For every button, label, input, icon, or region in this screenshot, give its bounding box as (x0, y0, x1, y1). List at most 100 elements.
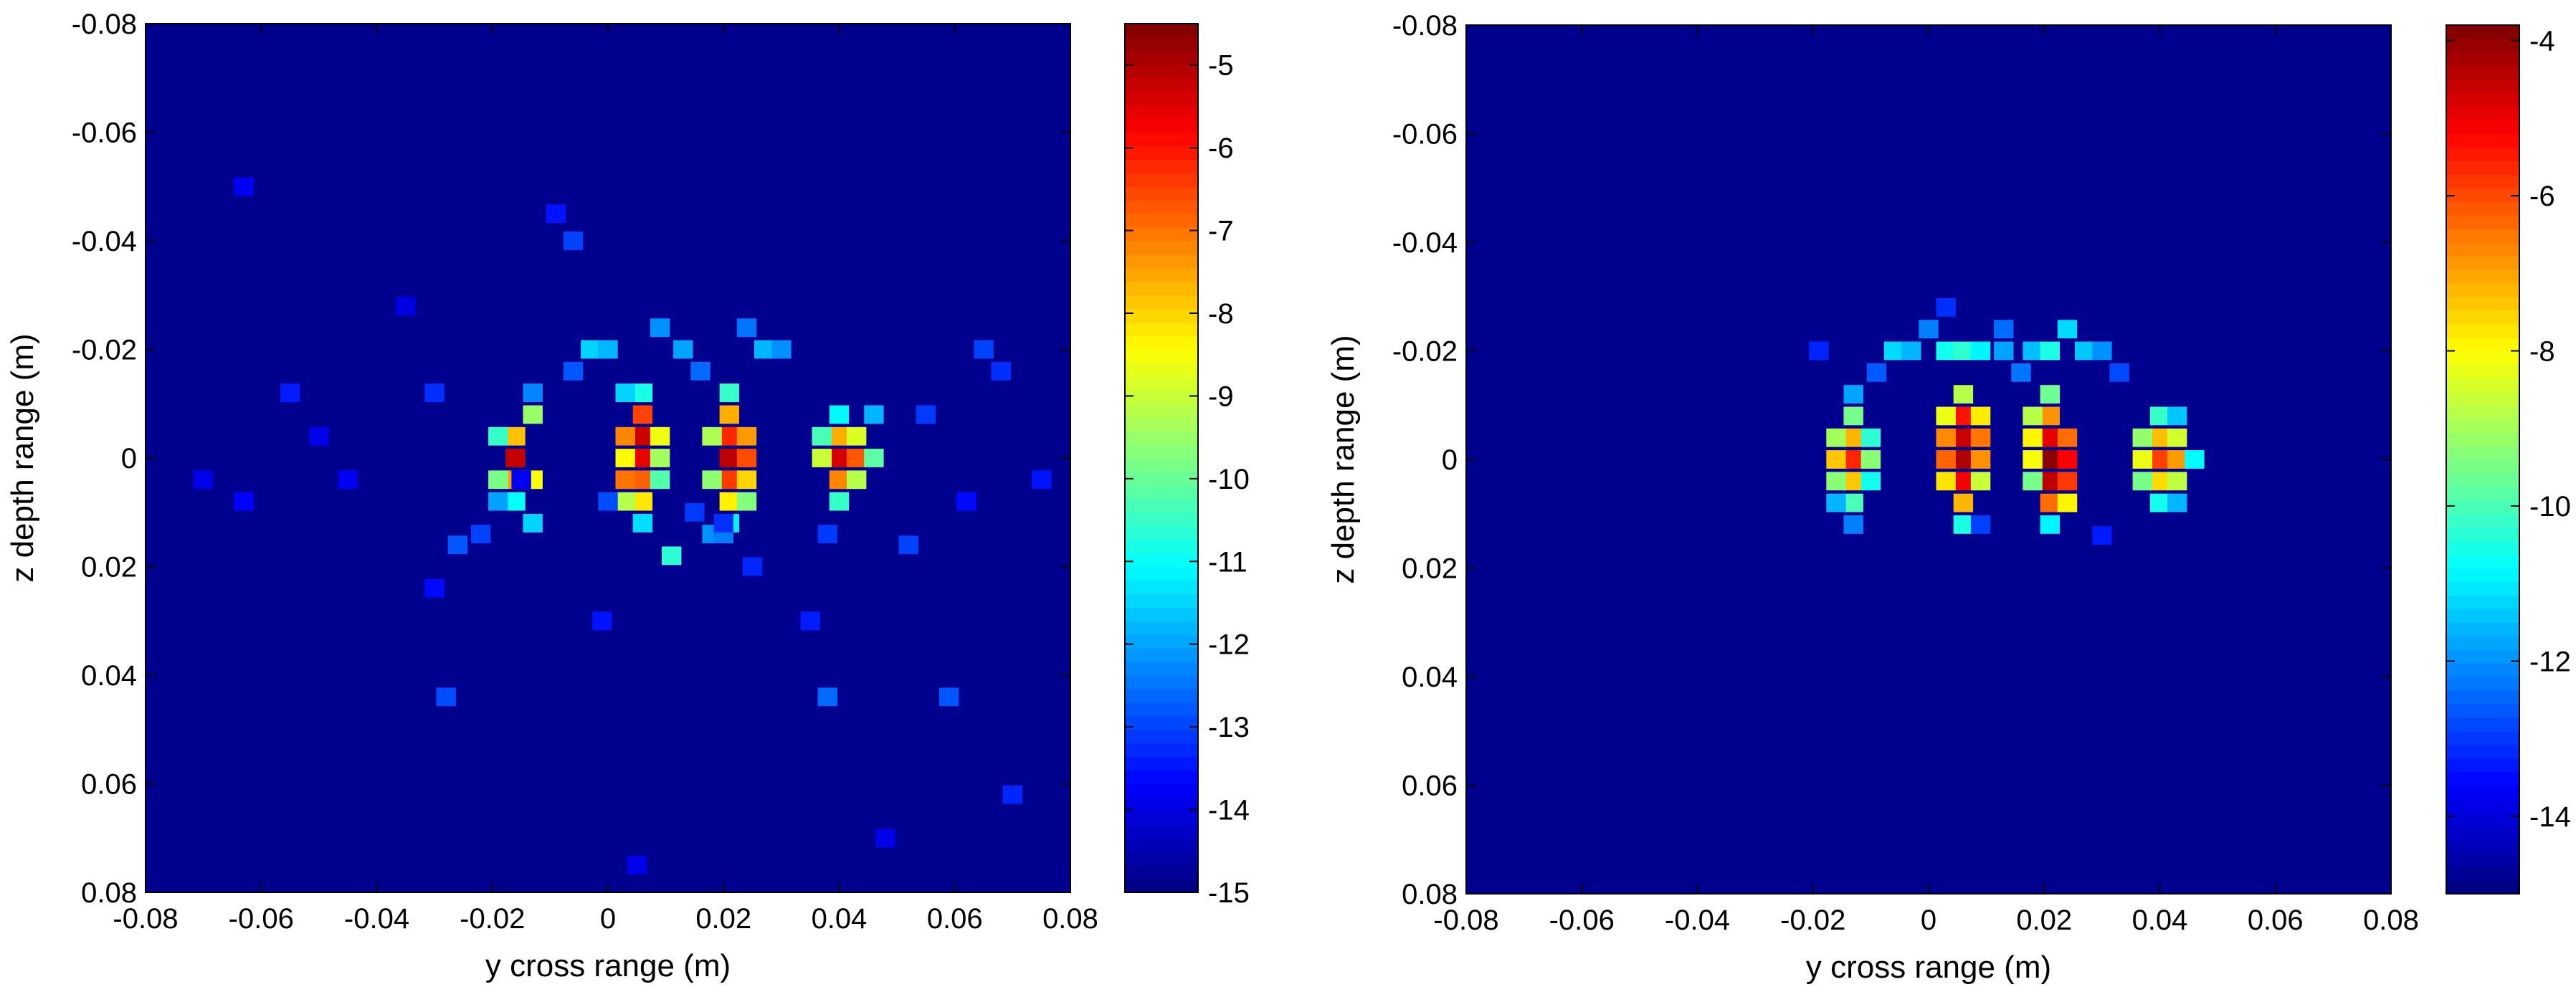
heatmap-cell (1843, 450, 1863, 469)
colorbar-swatch (2446, 323, 2519, 338)
heatmap-cell (2057, 472, 2078, 491)
colorbar-swatch (2446, 364, 2519, 378)
colorbar-swatch (1125, 146, 1198, 160)
heatmap-cell (1936, 450, 1956, 469)
heatmap-cell (1809, 341, 1829, 361)
colorbar-swatch (1125, 308, 1198, 323)
x-tick-label: 0 (600, 903, 616, 935)
heatmap-cell (563, 232, 584, 250)
colorbar-swatch (2446, 229, 2519, 243)
heatmap-cell (2167, 450, 2187, 469)
colorbar-tick-label: -6 (2529, 181, 2555, 212)
heatmap-panel-left: -0.08 -0.06 -0.04 -0.02 0 0.02 0.04 0.06 0.08 -0… (5, 9, 1250, 983)
heatmap-cell (2132, 428, 2152, 447)
heatmap-cell (193, 470, 214, 490)
heatmap-cell (1866, 363, 1887, 382)
heatmap-cell (1953, 493, 1974, 512)
x-tick-label: -0.04 (1665, 905, 1730, 936)
heatmap-cell (2167, 428, 2187, 447)
heatmap-cell (1953, 341, 1974, 361)
y-tick-label: -0.04 (72, 226, 137, 257)
colorbar-swatch (2446, 405, 2519, 419)
heatmap-cell (829, 449, 850, 467)
heatmap-cell (736, 318, 757, 338)
colorbar-swatch (2446, 419, 2519, 433)
heatmap-cell (505, 426, 526, 446)
x-axis-ticks: -0.08 -0.06 -0.04 -0.02 0 0.02 0.04 0.06 0.08 (113, 24, 1098, 935)
heatmap-cell (702, 470, 722, 490)
heatmap-cell (1970, 341, 1991, 361)
colorbar-swatch (1125, 118, 1198, 133)
colorbar-swatch (2446, 92, 2519, 108)
y-tick-label: 0.04 (1402, 662, 1458, 693)
heatmap-cell (742, 557, 763, 576)
colorbar-swatch (2446, 296, 2519, 311)
x-tick-label: 0.08 (1042, 903, 1098, 935)
colorbar-swatch (1125, 173, 1198, 187)
colorbar-swatch (2446, 459, 2519, 474)
colorbar-swatch (2446, 147, 2519, 161)
colorbar-swatch (2446, 839, 2519, 854)
heatmap-cell (690, 361, 710, 381)
colorbar-swatch (1125, 64, 1198, 79)
heatmap-cell (1994, 341, 2014, 361)
x-tick-label: 0.06 (2248, 905, 2304, 936)
heatmap-cell (702, 426, 722, 446)
heatmap-cell (2185, 450, 2205, 469)
heatmap-cell (719, 383, 739, 402)
heatmap-cell (847, 426, 867, 446)
x-tick-label: 0 (1921, 905, 1936, 936)
colorbar-swatch (1125, 390, 1198, 404)
colorbar-tick-label: -4 (2529, 26, 2555, 57)
heatmap-cell (424, 383, 445, 402)
colorbar-swatch (2446, 472, 2519, 487)
colorbar-swatch (1125, 404, 1198, 418)
colorbar-tick-label: -10 (2529, 491, 2571, 523)
y-tick-label: 0 (1442, 444, 1458, 476)
colorbar-swatch (1125, 512, 1198, 527)
x-tick-label: 0.02 (2016, 905, 2072, 936)
heatmap-cell (736, 492, 757, 511)
heatmap-cell (1953, 406, 1974, 426)
heatmap-cell (234, 492, 254, 511)
colorbar-swatch (2446, 215, 2519, 229)
colorbar-swatch (2446, 717, 2519, 732)
heatmap-cell (1936, 341, 1956, 361)
heatmap-cell (1860, 428, 1881, 447)
y-tick-label: -0.02 (1392, 336, 1458, 368)
y-tick-label: -0.06 (72, 118, 137, 149)
heatmap-cell (829, 492, 850, 511)
colorbar-frame (2446, 24, 2520, 895)
colorbar-swatch (1125, 444, 1198, 459)
x-tick-label: -0.06 (1549, 905, 1615, 936)
colorbar-swatch (2446, 527, 2519, 542)
colorbar-tick-label: -15 (1208, 877, 1250, 909)
heatmap-cell (991, 361, 1011, 381)
colorbar-swatch (2446, 378, 2519, 392)
colorbar-tick-label: -8 (1208, 298, 1234, 330)
heatmap-cell (1826, 472, 1846, 491)
colorbar-swatch (1125, 662, 1198, 676)
heatmap-cell (1970, 515, 1991, 534)
heatmap-cell (309, 426, 329, 446)
colorbar-tick-label: -14 (2529, 801, 2571, 833)
heatmap-cell (847, 470, 867, 490)
heatmap-cell (592, 611, 612, 631)
colorbar-swatch (1125, 770, 1198, 785)
colorbar-swatch (1125, 214, 1198, 228)
heatmap-cell (2167, 406, 2187, 426)
heatmap-cell (829, 470, 850, 490)
x-tick-label: 0.08 (2363, 905, 2419, 936)
x-tick-label: -0.06 (229, 903, 294, 935)
heatmap-cell (1843, 428, 1863, 447)
colorbar-swatch (1125, 811, 1198, 825)
heatmap-cell (505, 449, 526, 467)
y-tick-label: 0.08 (81, 877, 137, 909)
colorbar-swatch (1125, 485, 1198, 500)
y-tick-label: 0.02 (81, 552, 137, 583)
colorbar-swatch (2446, 568, 2519, 583)
heatmap-cell (1826, 450, 1846, 469)
colorbar-swatch (2446, 446, 2519, 460)
heatmap-cell (736, 470, 757, 490)
y-tick-label: -0.06 (1392, 119, 1458, 151)
